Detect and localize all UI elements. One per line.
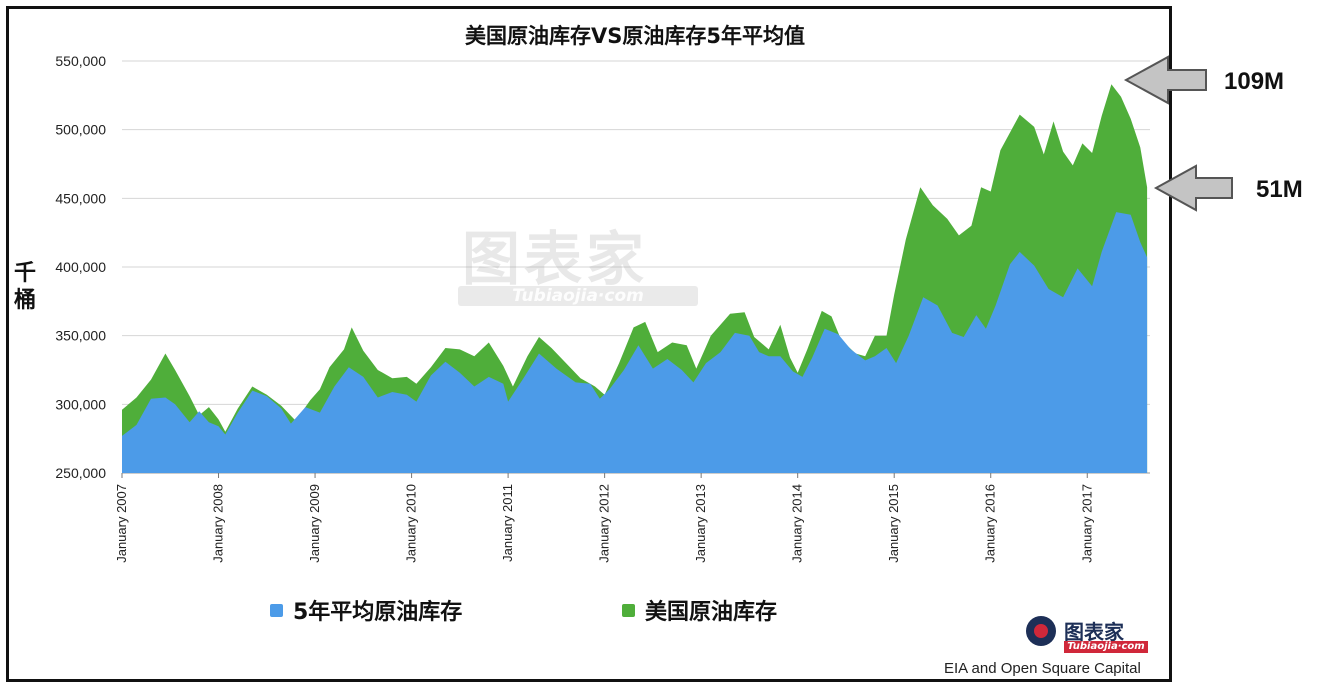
chart-title: 美国原油库存VS原油库存5年平均值 (465, 24, 805, 48)
x-tick-label: January 2014 (790, 484, 805, 563)
y-tick-label: 300,000 (55, 396, 106, 412)
x-tick-label: January 2009 (307, 484, 322, 563)
legend-swatch-us-crude (622, 604, 635, 617)
area-layer (122, 84, 1148, 474)
annotation-51m: 51M (1256, 176, 1303, 203)
watermark-subtext: Tubiaojia·com (458, 286, 698, 306)
x-tick-label: January 2017 (1079, 484, 1094, 563)
y-tick-label: 400,000 (55, 259, 106, 275)
y-tick-label: 250,000 (55, 465, 106, 481)
annotation-109m: 109M (1224, 68, 1285, 95)
annotation-arrows (1123, 55, 1233, 212)
x-tick-label: January 2012 (597, 484, 612, 563)
series-area-1 (122, 212, 1148, 473)
x-tick-label: January 2010 (404, 484, 419, 563)
x-tick-label: January 2008 (211, 484, 226, 563)
y-tick-label: 350,000 (55, 328, 106, 344)
legend-label-us-crude: 美国原油库存 (645, 600, 778, 625)
y-tick-label: 450,000 (55, 190, 106, 206)
legend-swatch-5yr-avg (270, 604, 283, 617)
y-tick-label: 500,000 (55, 122, 106, 138)
y-axis-label: 千桶 (13, 261, 36, 313)
logo-icon (1026, 616, 1056, 646)
logo-subtext: Tubiaojia·com (1064, 641, 1148, 653)
legend-item-us-crude: 美国原油库存 (622, 594, 777, 626)
watermark-logo: 图表家 (462, 225, 649, 293)
x-tick-label: January 2007 (114, 484, 129, 563)
logo-text: 图表家 (1064, 620, 1124, 644)
x-tick-label: January 2015 (886, 484, 901, 563)
legend-label-5yr-avg: 5年平均原油库存 (293, 600, 463, 625)
arrow-109m (1123, 55, 1207, 105)
legend-item-5yr-avg: 5年平均原油库存 (270, 594, 462, 626)
source-note: EIA and Open Square Capital (944, 660, 1141, 677)
x-tick-label: January 2016 (983, 484, 998, 563)
x-tick-label: January 2011 (500, 484, 515, 562)
arrow-51m (1153, 164, 1233, 212)
x-axis: January 2007 January 2008 January 2009 Janu… (114, 473, 1094, 563)
x-tick-label: January 2013 (693, 484, 708, 563)
y-tick-label: 550,000 (55, 53, 106, 69)
brand-logo: 图表家 Tubiaojia·com (1026, 616, 1150, 656)
y-axis: 250,000 300,000 350,000 400,000 450,000 500,0… (55, 53, 106, 481)
